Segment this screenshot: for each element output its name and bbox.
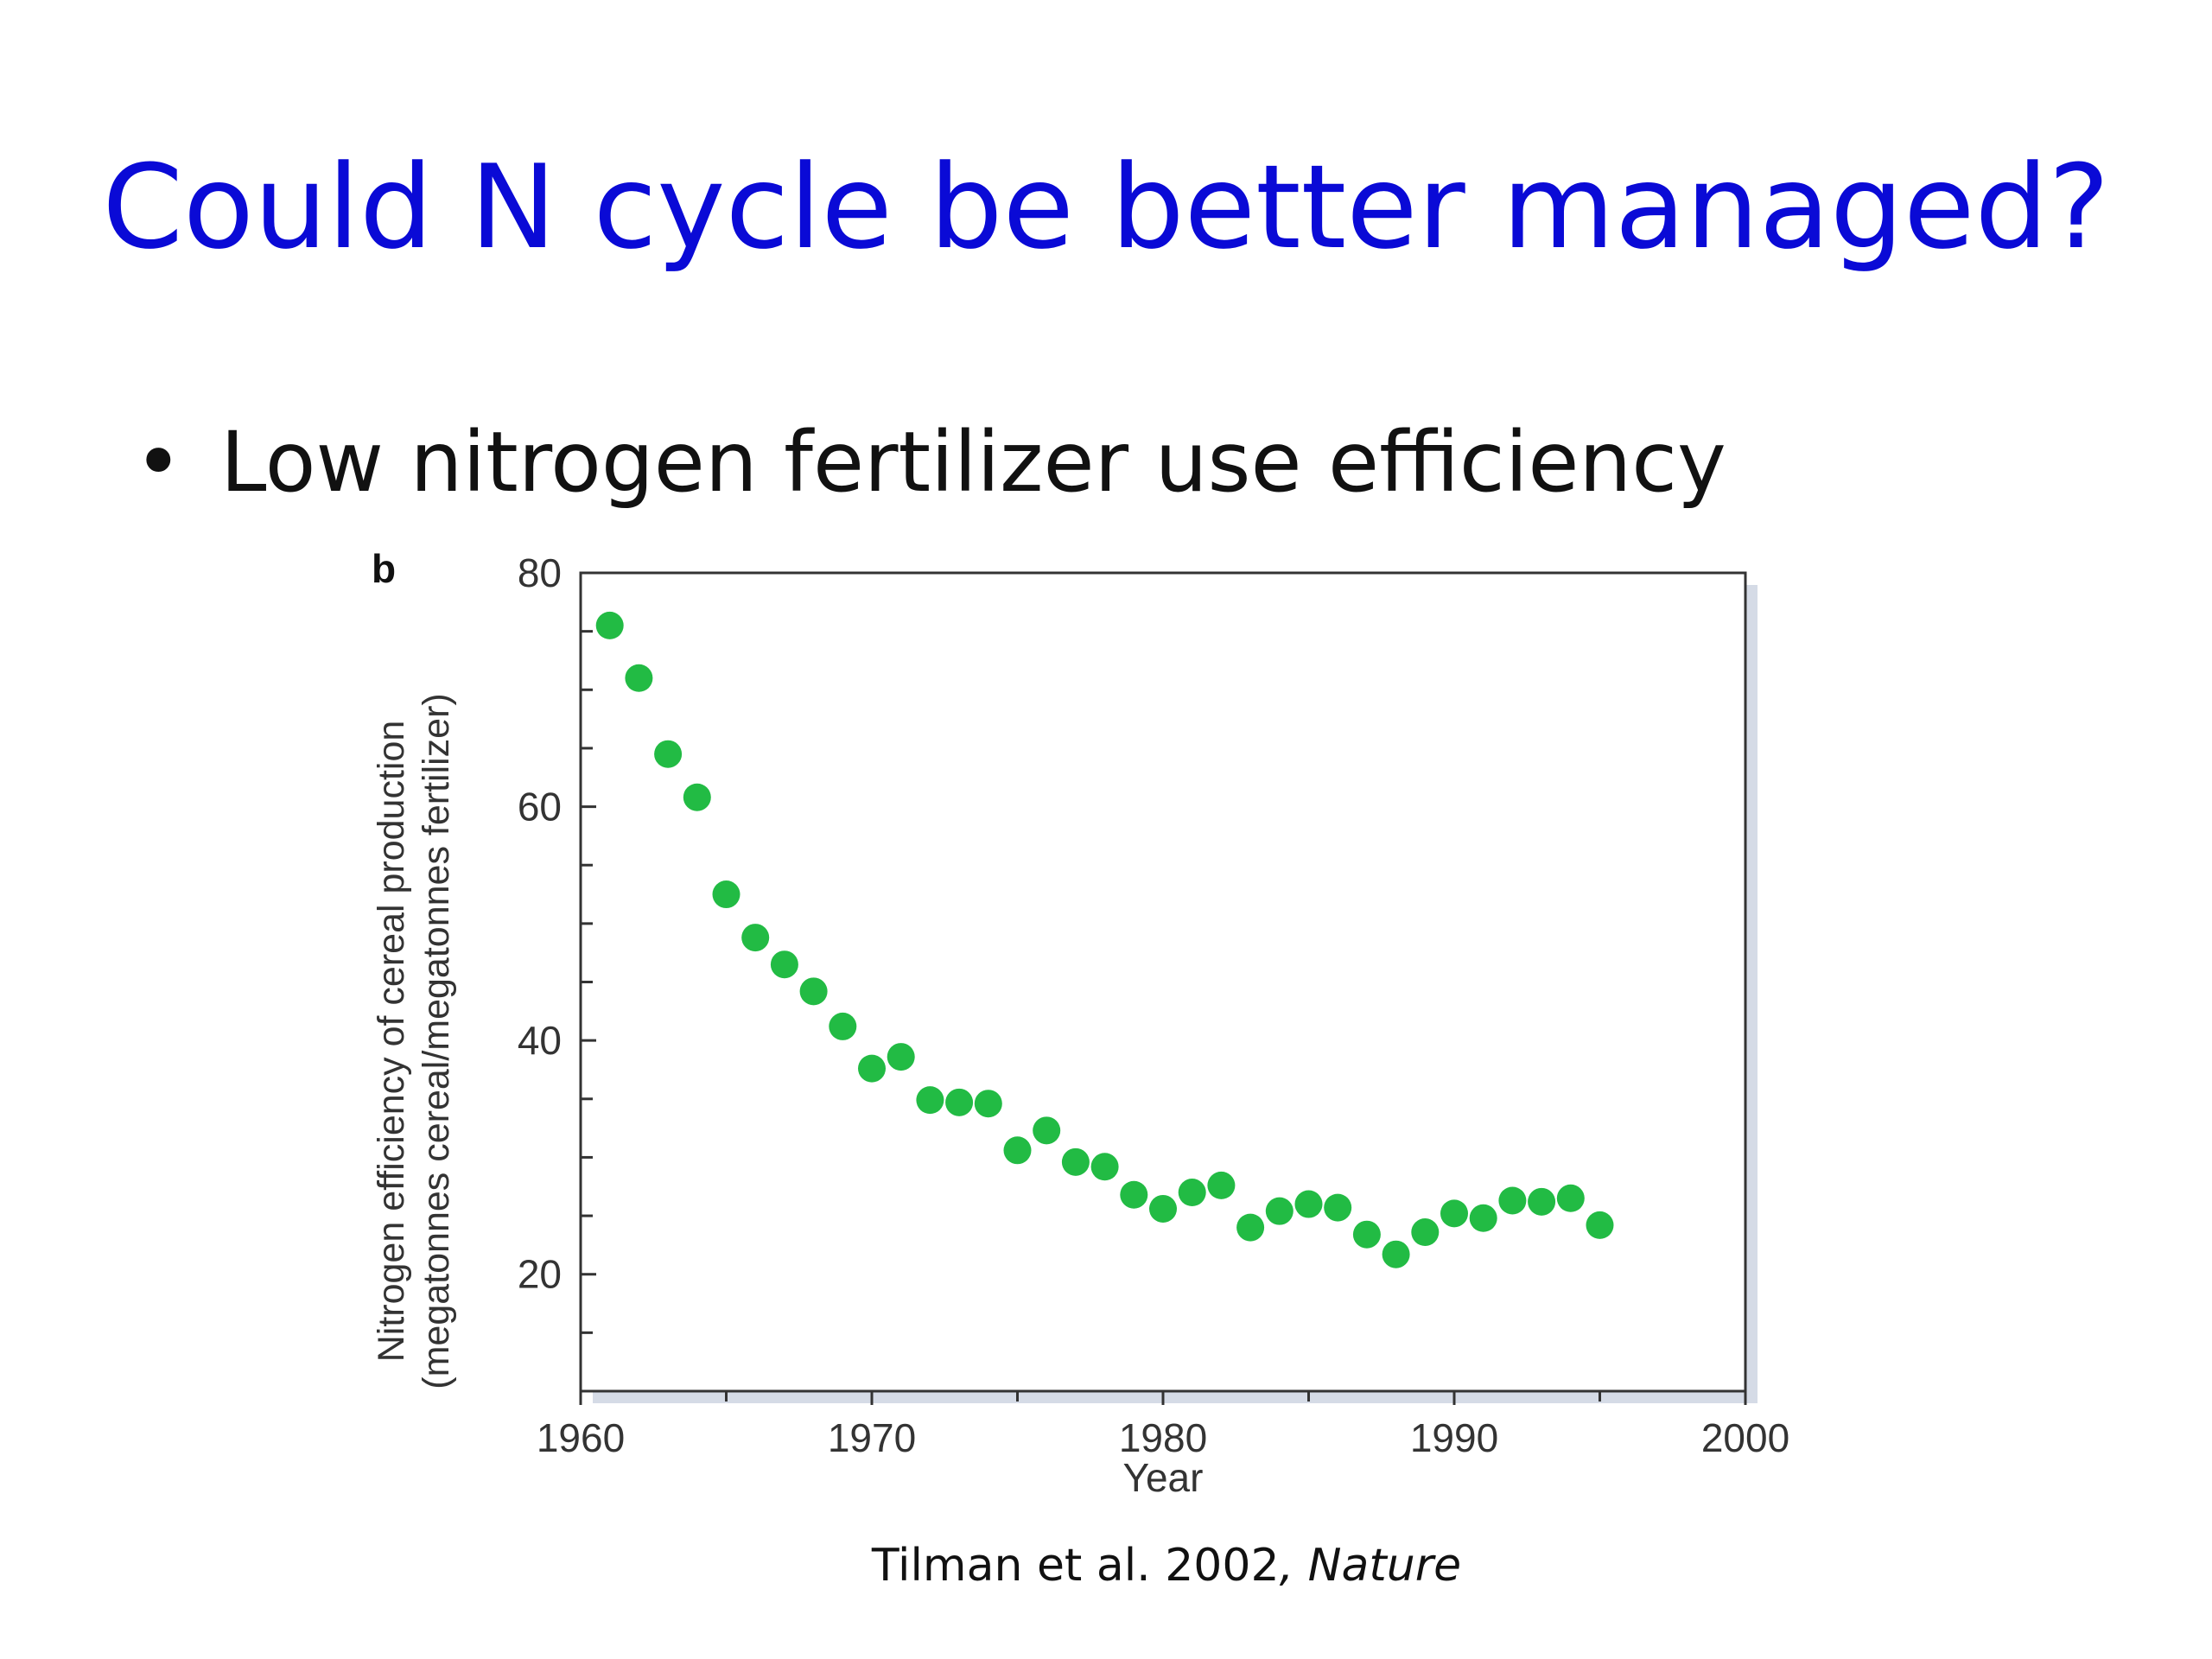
y-tick-label: 40 — [518, 1018, 562, 1063]
data-point — [741, 924, 770, 952]
data-point — [1556, 1184, 1585, 1212]
citation-separator: , — [1279, 1540, 1308, 1592]
data-point — [1003, 1136, 1032, 1165]
data-point — [654, 740, 683, 768]
plot-area — [579, 571, 1747, 1393]
x-tick-label: 1990 — [1410, 1415, 1498, 1460]
slide-title: Could N cycle be better managed? — [102, 140, 2110, 275]
data-point — [916, 1086, 944, 1115]
data-point — [1265, 1197, 1294, 1225]
data-point — [858, 1054, 886, 1083]
data-point — [1324, 1193, 1352, 1222]
data-point — [1090, 1153, 1119, 1181]
panel-label: b — [372, 546, 396, 591]
y-axis-label-line2: (megatonnes cereal/megatonnes fertilizer… — [416, 693, 457, 1389]
data-point — [1411, 1218, 1440, 1247]
citation-journal: Nature — [1307, 1540, 1462, 1592]
data-point — [683, 783, 711, 811]
data-point — [1352, 1220, 1381, 1249]
x-axis-label: Year — [1123, 1455, 1204, 1500]
citation-authors: Tilman et al. 2002 — [871, 1540, 1280, 1592]
data-point — [799, 977, 828, 1006]
data-points — [595, 611, 1614, 1268]
data-point — [1207, 1171, 1236, 1199]
data-point — [1528, 1187, 1556, 1216]
citation: Tilman et al. 2002, Nature — [0, 1538, 2212, 1593]
data-point — [1382, 1240, 1410, 1268]
data-point — [974, 1090, 1002, 1118]
data-point — [1033, 1116, 1061, 1145]
data-point — [1469, 1204, 1497, 1232]
data-point — [1498, 1186, 1527, 1215]
chart-frame — [579, 571, 1758, 1403]
data-point — [887, 1043, 915, 1071]
data-point — [770, 950, 798, 979]
bullet-text: Low nitrogen fertilizer use efficiency — [220, 414, 1726, 511]
data-point — [1586, 1211, 1614, 1239]
y-axis-label-line1: Nitrogen efficiency of cereal production — [371, 721, 412, 1363]
data-point — [1061, 1147, 1090, 1176]
x-tick-label: 1960 — [537, 1415, 625, 1460]
data-point — [1294, 1190, 1323, 1218]
x-tick-label: 2000 — [1701, 1415, 1789, 1460]
x-tick-label: 1980 — [1119, 1415, 1207, 1460]
data-point — [1236, 1213, 1265, 1242]
data-point — [625, 664, 653, 692]
data-point — [829, 1012, 857, 1040]
y-tick-label: 20 — [518, 1252, 562, 1297]
data-point — [595, 611, 624, 639]
bullet-item: • Low nitrogen fertilizer use efficiency — [134, 410, 1726, 514]
data-point — [1149, 1194, 1177, 1223]
bullet-dot-icon: • — [134, 414, 183, 511]
y-tick-label: 80 — [518, 550, 562, 595]
data-point — [1440, 1199, 1468, 1228]
data-point — [712, 880, 741, 909]
data-point — [1120, 1180, 1148, 1209]
y-tick-label: 60 — [518, 785, 562, 830]
x-tick-label: 1970 — [828, 1415, 916, 1460]
data-point — [945, 1088, 974, 1116]
axis-tick-labels: 1960 1970 1980 1990 2000 20 40 60 80 — [518, 550, 1789, 1460]
axis-ticks — [579, 571, 1747, 1405]
data-point — [1178, 1179, 1206, 1207]
